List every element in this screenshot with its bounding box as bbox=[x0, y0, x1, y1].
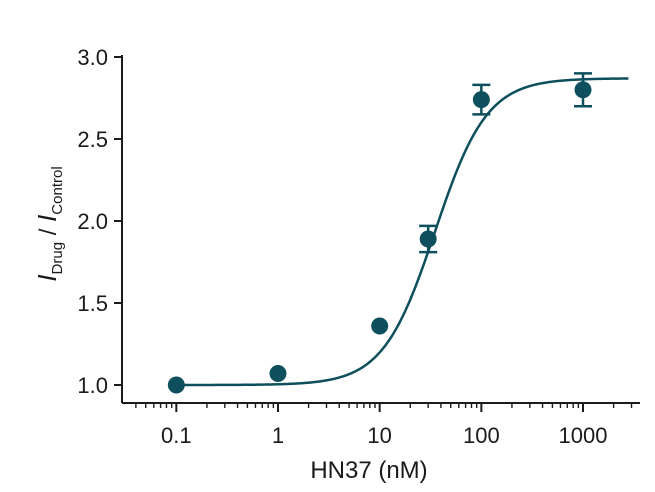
y-tick-label: 3.0 bbox=[77, 45, 108, 70]
x-tick-label: 10 bbox=[367, 423, 391, 448]
data-point bbox=[574, 81, 592, 99]
data-point bbox=[269, 365, 287, 383]
x-tick-label: 100 bbox=[463, 423, 500, 448]
y-tick-label: 2.0 bbox=[77, 209, 108, 234]
data-point bbox=[419, 230, 437, 248]
x-tick-label: 1 bbox=[272, 423, 284, 448]
x-tick-label: 1000 bbox=[559, 423, 608, 448]
fit-curve bbox=[176, 77, 629, 387]
y-tick-label: 1.0 bbox=[77, 373, 108, 398]
data-point bbox=[167, 376, 185, 394]
x-axis-title: HN37 (nM) bbox=[310, 457, 427, 484]
y-tick-label: 2.5 bbox=[77, 127, 108, 152]
y-axis-title-text: IDrug / IControl bbox=[32, 166, 66, 281]
data-point bbox=[371, 317, 389, 335]
y-tick-label: 1.5 bbox=[77, 291, 108, 316]
y-axis-title: IDrug / IControl bbox=[32, 166, 66, 281]
data-point bbox=[472, 91, 490, 109]
x-tick-label: 0.1 bbox=[161, 423, 192, 448]
